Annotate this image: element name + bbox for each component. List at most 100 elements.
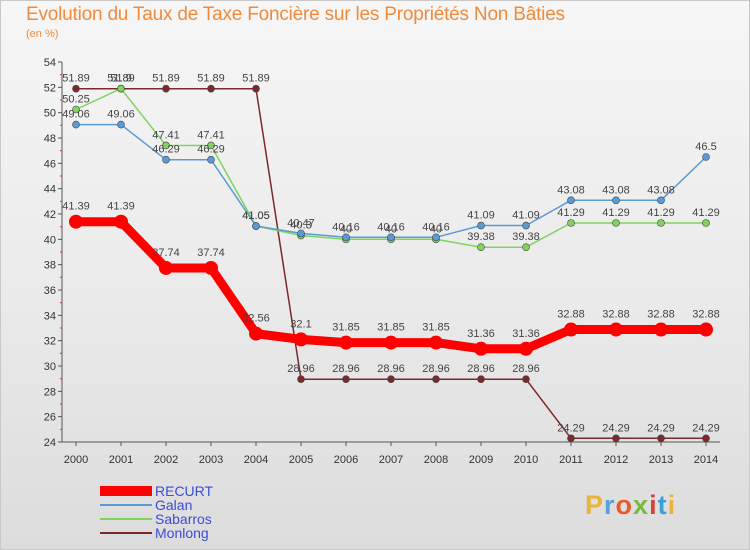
x-tick-label: 2014 bbox=[694, 454, 718, 466]
data-label-sabarros: 47.41 bbox=[197, 129, 225, 141]
data-label-recurt: 32.88 bbox=[602, 309, 630, 321]
data-point-sabarros bbox=[72, 105, 80, 114]
y-tick-label: 44 bbox=[44, 184, 56, 196]
data-point-monlong bbox=[252, 84, 260, 93]
data-label-recurt: 32.88 bbox=[557, 309, 585, 321]
data-point-monlong bbox=[612, 434, 620, 443]
data-point-galan bbox=[477, 221, 485, 230]
data-point-monlong bbox=[207, 84, 215, 93]
axes: 24 26 28 30 32 34 36 38 40 42 44 46 48 50 52 54 2000 2001… bbox=[44, 57, 720, 466]
data-label-galan: 41.09 bbox=[512, 210, 540, 222]
y-tick-label: 50 bbox=[44, 108, 56, 120]
chart-title: Evolution du Taux de Taxe Foncière sur l… bbox=[26, 4, 565, 25]
data-label-monlong: 28.96 bbox=[287, 363, 315, 375]
data-label-monlong: 51.89 bbox=[62, 73, 90, 85]
data-label-sabarros: 41.29 bbox=[557, 207, 585, 219]
data-point-galan bbox=[117, 120, 125, 129]
y-tick-label: 32 bbox=[44, 336, 56, 348]
x-tick-label: 2008 bbox=[424, 454, 448, 466]
data-label-monlong: 24.29 bbox=[647, 422, 675, 434]
y-tick-label: 24 bbox=[44, 437, 56, 449]
data-label-galan: 46.5 bbox=[695, 141, 716, 153]
data-point-galan bbox=[432, 233, 440, 242]
data-label-galan: 43.08 bbox=[647, 184, 675, 196]
data-point-galan bbox=[162, 155, 170, 164]
logo-letter: P bbox=[585, 490, 605, 520]
data-label-monlong: 24.29 bbox=[602, 422, 630, 434]
data-point-recurt bbox=[519, 341, 533, 356]
data-point-monlong bbox=[162, 84, 170, 93]
data-label-recurt: 32.88 bbox=[692, 309, 720, 321]
data-label-sabarros: 41.29 bbox=[647, 207, 675, 219]
data-label-galan: 43.08 bbox=[557, 184, 585, 196]
data-label-recurt: 37.74 bbox=[197, 247, 225, 259]
data-point-monlong bbox=[702, 434, 710, 443]
data-label-recurt: 31.36 bbox=[467, 328, 495, 340]
legend-label-recurt: RECURT bbox=[155, 483, 214, 499]
data-label-sabarros: 51.9 bbox=[110, 73, 131, 85]
data-label-sabarros: 40 bbox=[340, 223, 352, 235]
data-point-galan bbox=[522, 221, 530, 230]
y-tick-label: 54 bbox=[44, 57, 56, 69]
data-point-monlong bbox=[342, 375, 350, 383]
data-label-monlong: 51.89 bbox=[242, 73, 270, 85]
data-label-sabarros: 50.25 bbox=[62, 94, 90, 106]
data-label-recurt: 41.39 bbox=[107, 201, 135, 213]
y-tick-label: 38 bbox=[44, 260, 56, 272]
x-tick-label: 2002 bbox=[154, 454, 178, 466]
data-point-recurt bbox=[609, 322, 623, 337]
data-label-galan: 46.29 bbox=[152, 144, 180, 156]
data-label-monlong: 28.96 bbox=[377, 363, 405, 375]
data-point-sabarros bbox=[207, 141, 215, 150]
data-point-recurt bbox=[339, 335, 353, 350]
data-point-recurt bbox=[474, 341, 488, 356]
data-label-monlong: 28.96 bbox=[512, 363, 540, 375]
data-label-galan: 41.05 bbox=[242, 210, 270, 222]
data-point-monlong bbox=[72, 84, 80, 93]
data-point-recurt bbox=[699, 322, 713, 337]
data-label-recurt: 32.88 bbox=[647, 309, 675, 321]
data-label-monlong: 28.96 bbox=[467, 363, 495, 375]
data-label-recurt: 37.74 bbox=[152, 247, 180, 259]
y-tick-label: 34 bbox=[44, 310, 56, 322]
data-point-sabarros bbox=[612, 219, 620, 227]
y-tick-label: 48 bbox=[44, 133, 56, 145]
y-tick-label: 42 bbox=[44, 209, 56, 221]
proxiti-logo: Proxiti bbox=[585, 490, 676, 521]
y-tick-label: 52 bbox=[44, 82, 56, 94]
data-label-sabarros: 40.3 bbox=[290, 220, 311, 232]
data-label-monlong: 28.96 bbox=[422, 363, 450, 375]
data-point-sabarros bbox=[567, 219, 575, 227]
data-point-monlong bbox=[657, 434, 665, 443]
data-label-galan: 40.16 bbox=[332, 221, 360, 233]
x-tick-label: 2009 bbox=[469, 454, 493, 466]
legend-swatch-monlong bbox=[100, 532, 152, 534]
legend-label-galan: Galan bbox=[155, 497, 193, 513]
legend-swatch-recurt bbox=[100, 486, 152, 496]
legend-swatch-galan bbox=[100, 504, 152, 506]
x-tick-label: 2007 bbox=[379, 454, 403, 466]
data-label-monlong: 24.29 bbox=[557, 422, 585, 434]
chart-unit-label: (en %) bbox=[26, 28, 59, 40]
data-point-monlong bbox=[297, 375, 305, 383]
logo-letter: t bbox=[657, 490, 668, 520]
data-label-sabarros: 40 bbox=[385, 223, 397, 235]
x-tick-label: 2003 bbox=[199, 454, 223, 466]
data-point-recurt bbox=[159, 260, 173, 275]
data-label-sabarros: 39.38 bbox=[512, 231, 540, 243]
data-label-galan: 40.16 bbox=[377, 221, 405, 233]
data-label-monlong: 51.89 bbox=[197, 73, 225, 85]
x-tick-label: 2006 bbox=[334, 454, 358, 466]
data-label-recurt: 31.36 bbox=[512, 328, 540, 340]
data-label-galan: 40.47 bbox=[287, 217, 315, 229]
data-point-recurt bbox=[429, 335, 443, 350]
data-label-monlong: 24.29 bbox=[692, 422, 720, 434]
y-tick-label: 46 bbox=[44, 158, 56, 170]
legend-swatch-sabarros bbox=[100, 518, 152, 520]
logo-letter: i bbox=[667, 490, 677, 520]
data-point-galan bbox=[387, 233, 395, 242]
data-label-recurt: 31.85 bbox=[377, 322, 405, 334]
data-label-galan: 43.08 bbox=[602, 184, 630, 196]
